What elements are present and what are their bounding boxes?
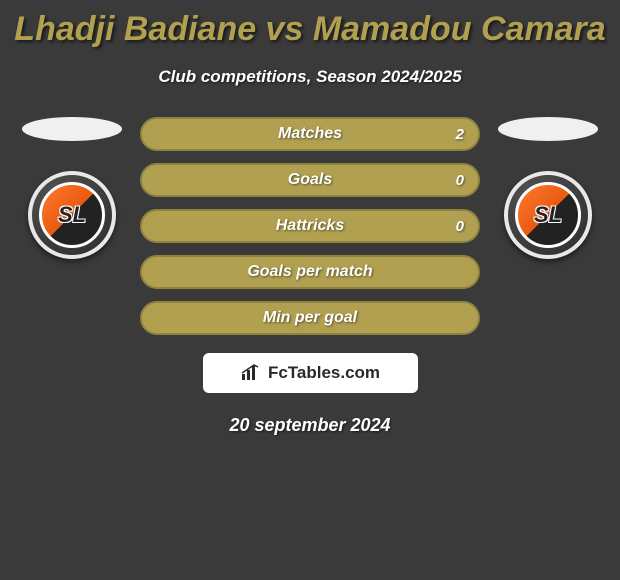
date-label: 20 september 2024 [0, 415, 620, 436]
club-badge-right: SL [504, 171, 592, 259]
right-column: SL [498, 117, 598, 259]
stat-right-value: 0 [456, 172, 464, 189]
brand-box[interactable]: FcTables.com [203, 353, 418, 393]
stat-row-matches: Matches 2 [140, 117, 480, 151]
stat-row-goals: Goals 0 [140, 163, 480, 197]
brand-label: FcTables.com [268, 363, 380, 383]
club-initials-left: SL [58, 202, 86, 228]
stat-label: Matches [278, 125, 342, 143]
stat-label: Goals per match [247, 263, 372, 281]
stat-label: Hattricks [276, 217, 344, 235]
bar-chart-icon [240, 364, 262, 382]
page-title: Lhadji Badiane vs Mamadou Camara [0, 0, 620, 49]
stat-label: Min per goal [263, 309, 357, 327]
comparison-content: SL Matches 2 Goals 0 Hattricks 0 Goals p… [0, 117, 620, 335]
subtitle: Club competitions, Season 2024/2025 [0, 67, 620, 87]
stat-right-value: 0 [456, 218, 464, 235]
stats-column: Matches 2 Goals 0 Hattricks 0 Goals per … [140, 117, 480, 335]
left-column: SL [22, 117, 122, 259]
club-initials-right: SL [534, 202, 562, 228]
stat-row-goals-per-match: Goals per match [140, 255, 480, 289]
player-avatar-right [498, 117, 598, 141]
player-avatar-left [22, 117, 122, 141]
stat-label: Goals [288, 171, 332, 189]
stat-right-value: 2 [456, 126, 464, 143]
stat-row-hattricks: Hattricks 0 [140, 209, 480, 243]
club-badge-left: SL [28, 171, 116, 259]
stat-row-min-per-goal: Min per goal [140, 301, 480, 335]
